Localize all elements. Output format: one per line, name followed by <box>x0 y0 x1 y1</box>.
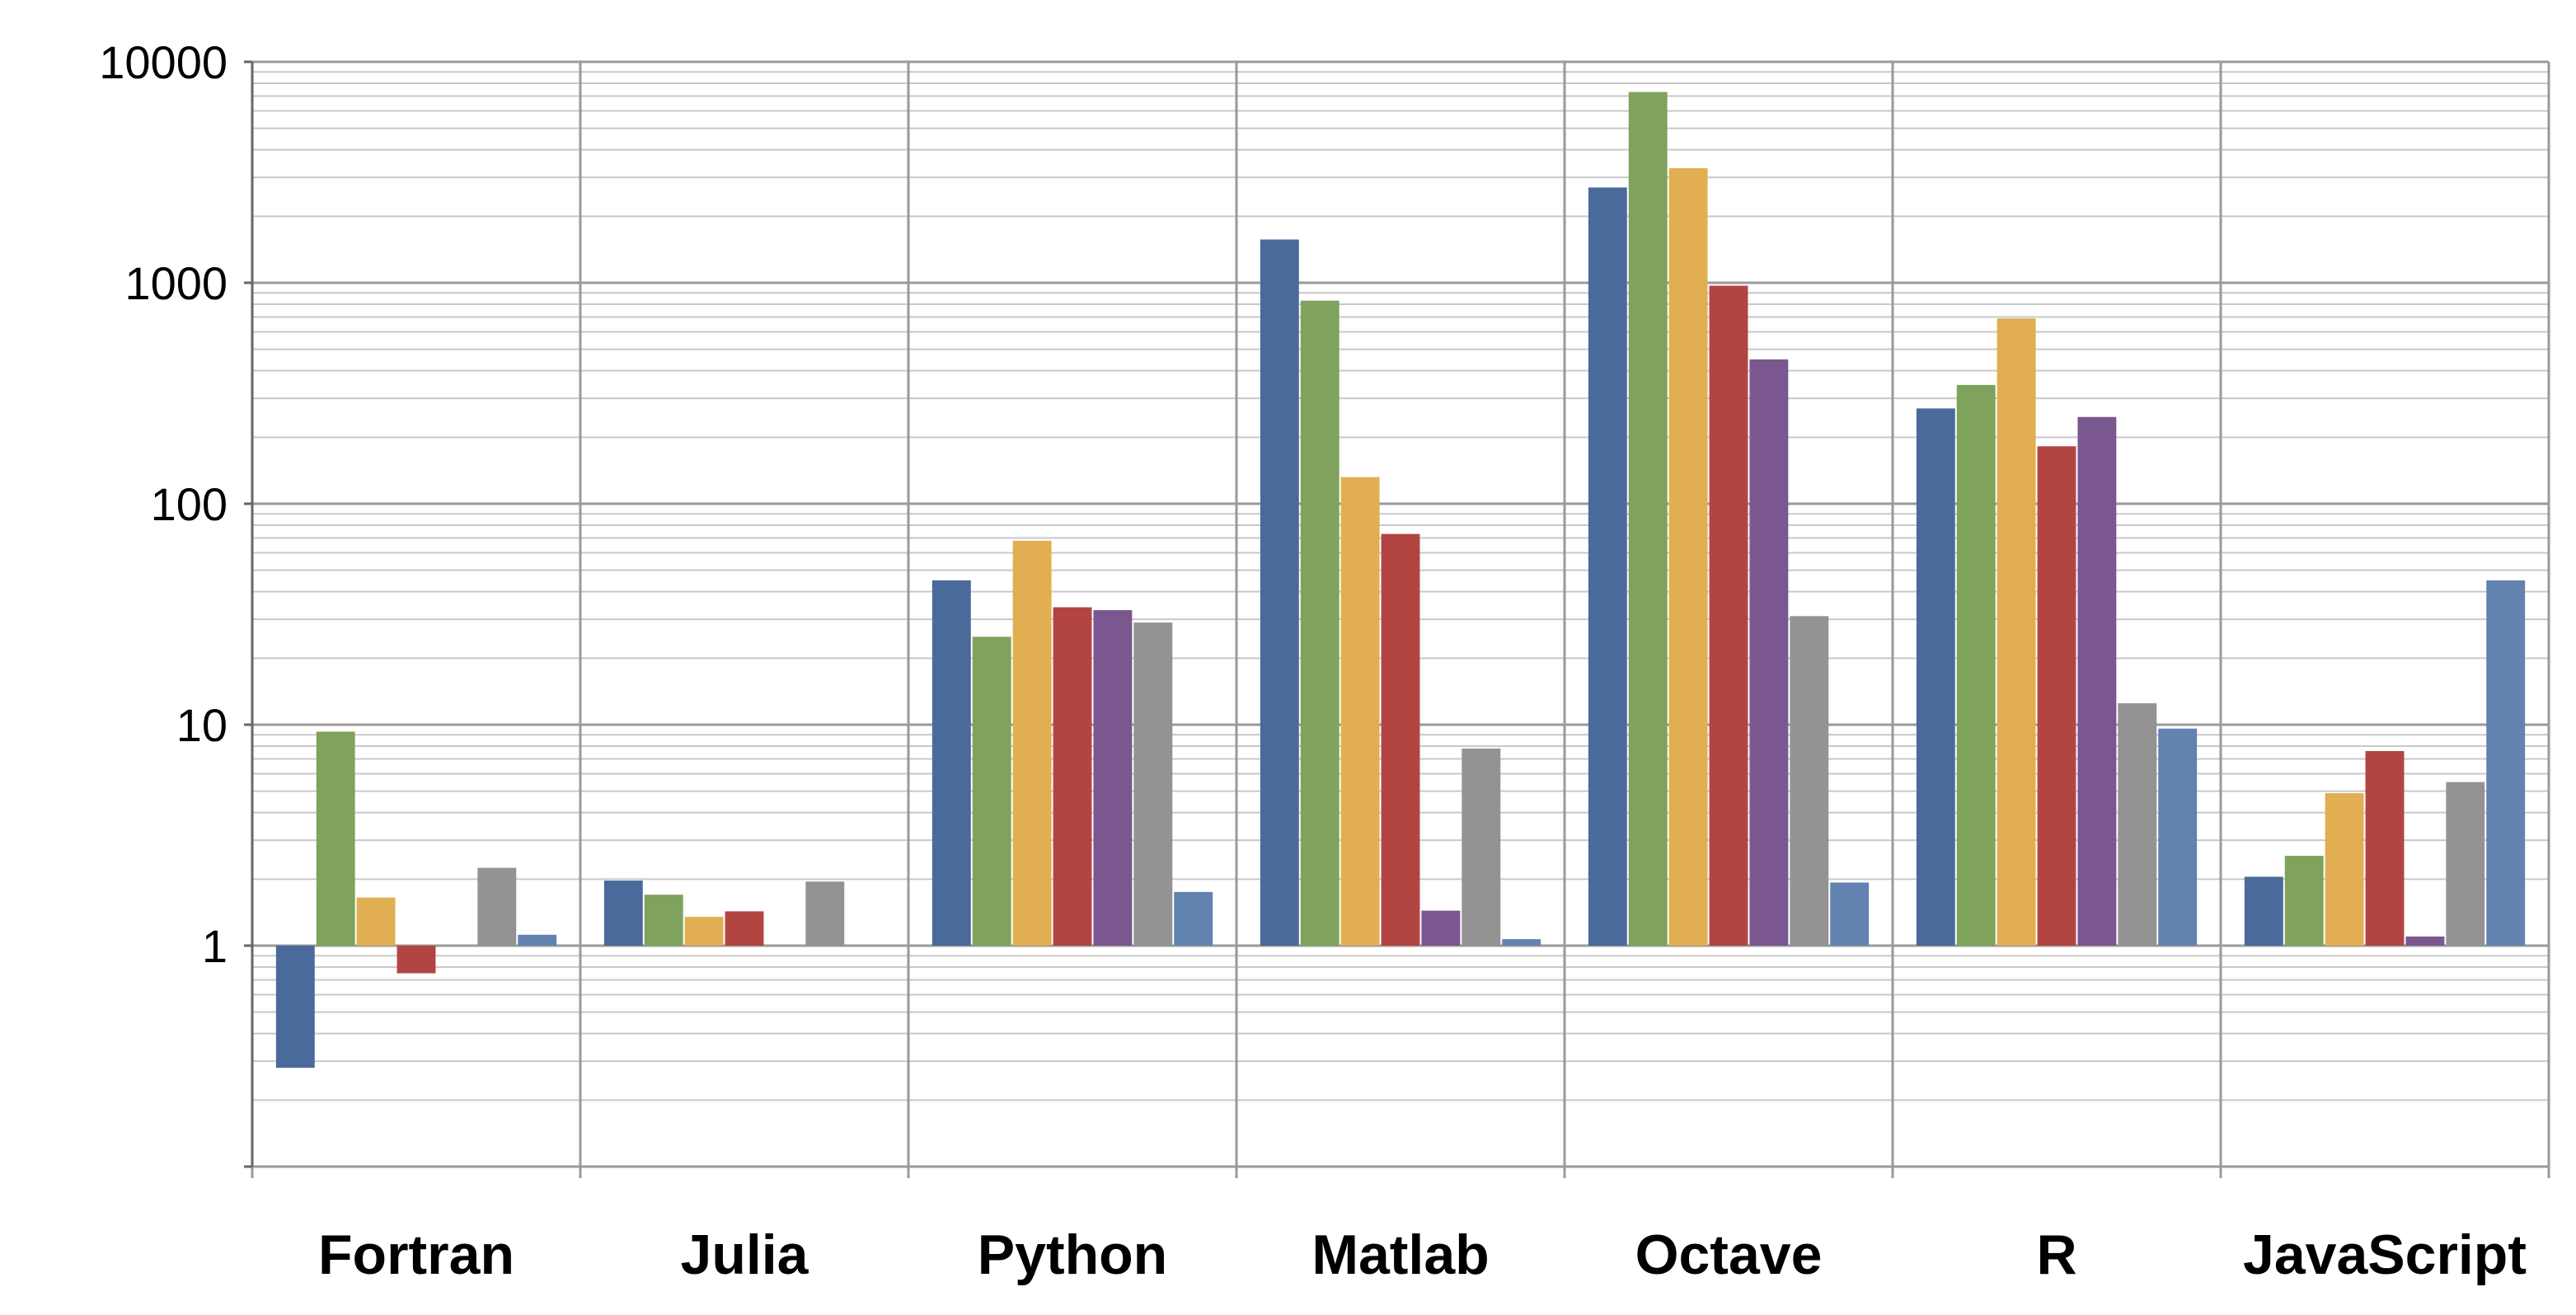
bar-julia-6 <box>805 881 845 946</box>
bar-fortran-6 <box>477 867 517 946</box>
bar-julia-1 <box>603 881 643 946</box>
bar-python-3 <box>1012 540 1052 946</box>
bar-matlab-2 <box>1300 300 1340 946</box>
axes <box>244 60 254 1168</box>
bar-javascript-3 <box>2325 793 2364 946</box>
bar-fortran-1 <box>275 946 315 1068</box>
bar-fortran-7 <box>518 934 557 946</box>
category-label-javascript: JavaScript <box>2243 1223 2527 1286</box>
category-label-r: R <box>2036 1223 2076 1286</box>
category-label-matlab: Matlab <box>1311 1223 1489 1286</box>
bars <box>275 92 2526 1068</box>
bar-julia-2 <box>644 895 683 946</box>
bar-javascript-6 <box>2446 782 2485 946</box>
category-label-python: Python <box>978 1223 1167 1286</box>
bar-python-7 <box>1174 891 1213 946</box>
bar-matlab-7 <box>1502 939 1541 946</box>
category-labels: Fortran Julia Python Matlab Octave R JavaScrip… <box>318 1223 2527 1286</box>
y-tick-label: 10000 <box>99 36 228 88</box>
bar-javascript-1 <box>2244 876 2283 946</box>
category-label-julia: Julia <box>681 1223 809 1286</box>
bar-matlab-1 <box>1260 239 1299 946</box>
bar-python-1 <box>931 580 971 946</box>
bar-octave-4 <box>1709 285 1748 946</box>
bar-matlab-5 <box>1421 910 1461 946</box>
bar-fortran-3 <box>356 897 396 946</box>
bar-octave-2 <box>1628 92 1668 946</box>
bar-fortran-4 <box>396 946 436 974</box>
bar-julia-3 <box>684 917 724 946</box>
bar-javascript-5 <box>2405 936 2445 946</box>
bar-python-6 <box>1133 622 1173 946</box>
y-tick-labels: 1 10 100 1000 10000 <box>99 36 228 972</box>
bar-julia-4 <box>725 911 764 946</box>
y-tick-label: 100 <box>151 478 228 530</box>
bar-r-6 <box>2118 703 2157 946</box>
bar-matlab-3 <box>1340 477 1380 946</box>
bar-python-5 <box>1093 610 1133 946</box>
bar-fortran-2 <box>316 731 355 946</box>
bar-r-3 <box>1997 318 2036 946</box>
bar-r-4 <box>2037 446 2076 946</box>
y-tick-label: 10 <box>176 699 228 751</box>
category-label-fortran: Fortran <box>318 1223 514 1286</box>
bar-javascript-4 <box>2365 750 2405 946</box>
bar-octave-6 <box>1790 616 1829 946</box>
bar-matlab-4 <box>1381 533 1420 946</box>
bar-octave-5 <box>1749 359 1789 946</box>
bar-javascript-7 <box>2486 580 2526 946</box>
category-label-octave: Octave <box>1635 1223 1823 1286</box>
bar-python-4 <box>1053 607 1092 946</box>
bar-r-2 <box>1956 384 1996 946</box>
bar-octave-7 <box>1830 882 1870 946</box>
y-tick-label: 1 <box>202 920 228 972</box>
bar-r-5 <box>2077 416 2117 946</box>
bar-octave-3 <box>1668 168 1708 946</box>
bar-r-7 <box>2158 728 2198 946</box>
bar-matlab-6 <box>1462 748 1501 946</box>
bar-python-2 <box>972 636 1011 946</box>
bar-javascript-2 <box>2284 856 2324 946</box>
y-tick-label: 1000 <box>124 257 228 309</box>
bar-octave-1 <box>1588 187 1627 946</box>
bar-r-1 <box>1916 408 1955 946</box>
